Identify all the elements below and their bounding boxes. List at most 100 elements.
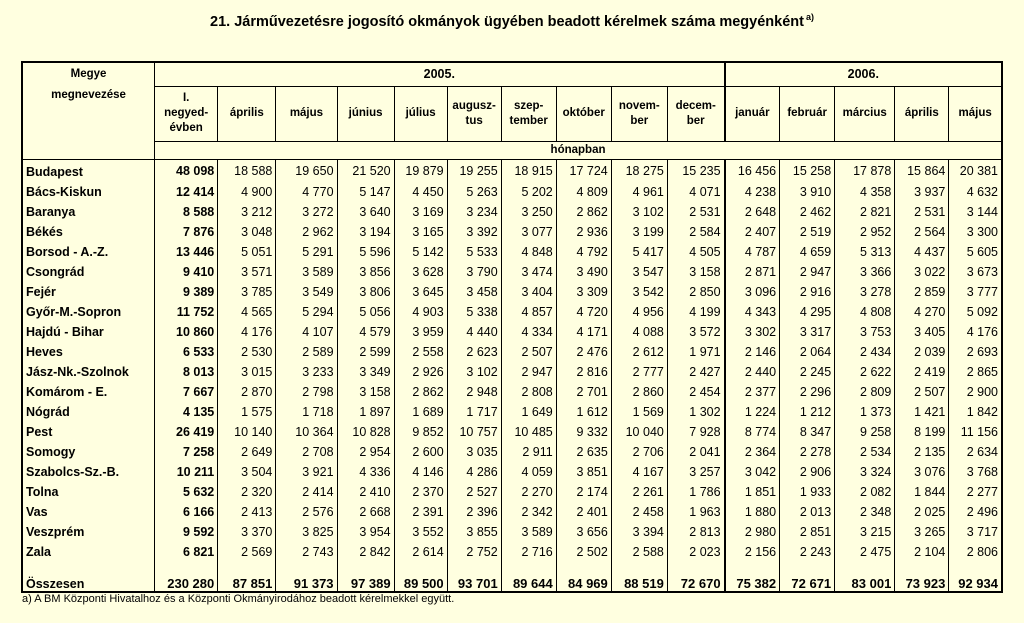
cell-month: 2 948 (446, 381, 502, 402)
cell-month: 2 871 (723, 261, 780, 282)
cell-month: 2 860 (610, 381, 668, 402)
cell-month: 2 851 (779, 521, 835, 542)
cell-month: 18 275 (610, 159, 668, 182)
cell-month: 2 798 (275, 381, 338, 402)
data-table: Megye megnevezése 2005. 2006. I. negyed-… (21, 61, 1003, 593)
cell-month: 3 474 (500, 261, 557, 282)
table-row: Veszprém 9 592 3 370 3 825 3 954 3 552 3 855 3 … (22, 521, 1002, 542)
cell-month: 75 382 (723, 561, 780, 592)
cell-month: 3 542 (610, 281, 668, 302)
cell-month: 4 809 (555, 181, 612, 202)
county-name: Nógrád (26, 404, 70, 419)
county-name: Somogy (26, 444, 76, 459)
cell-month: 3 317 (779, 321, 835, 342)
cell-month: 1 971 (666, 341, 725, 362)
cell-month: 10 140 (217, 421, 276, 442)
col-month-line1: április (229, 107, 264, 119)
county-name: Szabolcs-Sz.-B. (26, 464, 120, 479)
cell-month: 2 752 (446, 541, 502, 562)
cell-month: 4 505 (666, 241, 725, 262)
cell-month: 2 391 (393, 501, 448, 522)
cell-month: 73 923 (894, 561, 949, 592)
cell-month: 2 025 (894, 501, 949, 522)
cell-month: 3 547 (610, 261, 668, 282)
col-month-header: március (834, 86, 895, 142)
col-month-header: április (217, 86, 276, 142)
cell-month: 5 294 (275, 301, 338, 322)
cell-month: 2 039 (894, 341, 949, 362)
cell-month: 2 634 (948, 441, 1002, 462)
cell-month: 2 777 (610, 361, 668, 382)
cell-month: 2 023 (666, 541, 725, 562)
table-row: Szabolcs-Sz.-B. 10 211 3 504 3 921 4 336 4 14… (22, 461, 1002, 482)
cell-month: 5 202 (500, 181, 557, 202)
cell-month: 87 851 (217, 561, 276, 592)
cell-month: 2 612 (610, 341, 668, 362)
cell-q1: 11 752 (154, 301, 218, 322)
cell-month: 3 370 (217, 521, 276, 542)
cell-q1: 5 632 (154, 481, 218, 502)
cell-month: 2 245 (779, 361, 835, 382)
cell-month: 2 476 (555, 341, 612, 362)
cell-month: 15 864 (894, 159, 949, 182)
table-title: 21. Járművezetésre jogosító okmányok ügy… (0, 12, 1024, 30)
cell-month: 2 082 (834, 481, 895, 502)
cell-month: 4 659 (779, 241, 835, 262)
cell-month: 2 599 (336, 341, 395, 362)
cell-month: 4 171 (555, 321, 612, 342)
cell-month: 1 786 (666, 481, 725, 502)
county-name: Tolna (26, 484, 59, 499)
table-body: Budapest 48 098 18 588 19 650 21 520 19 879 19… (22, 159, 1002, 592)
cell-month: 3 042 (723, 461, 780, 482)
cell-month: 2 377 (723, 381, 780, 402)
cell-month: 4 440 (446, 321, 502, 342)
cell-month: 2 348 (834, 501, 895, 522)
cell-month: 1 373 (834, 401, 895, 422)
cell-month: 3 349 (336, 361, 395, 382)
col-q1-line2: negyed- (164, 107, 209, 119)
cell-month: 2 911 (500, 441, 557, 462)
cell-month: 2 527 (446, 481, 502, 502)
cell-q1: 6 533 (154, 341, 218, 362)
cell-month: 3 490 (555, 261, 612, 282)
cell-q1: 6 166 (154, 501, 218, 522)
cell-month: 21 520 (336, 159, 395, 182)
col-month-header: decem-ber (666, 86, 725, 142)
cell-month: 2 558 (393, 341, 448, 362)
col-month-line1: május (289, 107, 324, 119)
cell-month: 4 792 (555, 241, 612, 262)
cell-month: 4 295 (779, 301, 835, 322)
cell-month: 2 865 (948, 361, 1002, 382)
cell-month: 2 693 (948, 341, 1002, 362)
cell-month: 2 926 (393, 361, 448, 382)
cell-month: 2 954 (336, 441, 395, 462)
cell-month: 5 263 (446, 181, 502, 202)
cell-month: 2 600 (393, 441, 448, 462)
cell-month: 2 813 (666, 521, 725, 542)
cell-month: 3 959 (393, 321, 448, 342)
cell-month: 2 588 (610, 541, 668, 562)
county-name: Bács-Kiskun (26, 184, 102, 199)
cell-month: 1 302 (666, 401, 725, 422)
cell-month: 2 370 (393, 481, 448, 502)
county-name: Hajdú - Bihar (26, 324, 104, 339)
cell-month: 2 947 (779, 261, 835, 282)
cell-month: 91 373 (275, 561, 338, 592)
cell-month: 1 842 (948, 401, 1002, 422)
cell-month: 84 969 (555, 561, 612, 592)
cell-month: 5 092 (948, 301, 1002, 322)
cell-month: 19 255 (446, 159, 502, 182)
cell-month: 5 533 (446, 241, 502, 262)
cell-month: 11 156 (948, 421, 1002, 442)
cell-month: 2 414 (275, 481, 338, 502)
cell-month: 2 806 (948, 541, 1002, 562)
cell-month: 3 300 (948, 221, 1002, 242)
cell-month: 3 673 (948, 261, 1002, 282)
cell-month: 2 104 (894, 541, 949, 562)
county-name: Fejér (26, 284, 56, 299)
county-name: Budapest (26, 164, 83, 179)
cell-month: 4 088 (610, 321, 668, 342)
cell-month: 3 215 (834, 521, 895, 542)
cell-month: 4 437 (894, 241, 949, 262)
col-month-line2: tember (509, 114, 548, 127)
